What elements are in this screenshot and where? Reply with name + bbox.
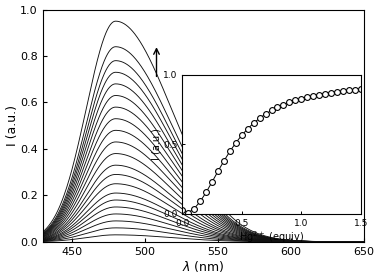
X-axis label: $\lambda$ (nm): $\lambda$ (nm) [182,260,225,274]
Y-axis label: I (a.u.): I (a.u.) [6,105,19,146]
